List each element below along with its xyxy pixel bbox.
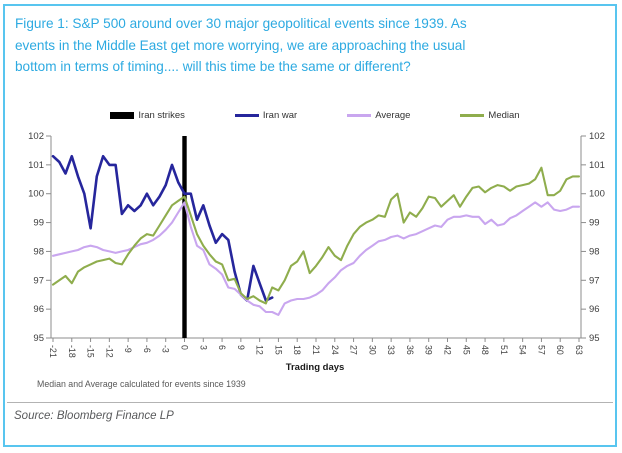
svg-text:96: 96: [33, 304, 44, 315]
chart-legend: Iran strikes Iran war Average Median: [13, 110, 617, 121]
svg-text:30: 30: [367, 345, 377, 355]
svg-text:99: 99: [33, 217, 44, 228]
legend-label: Median: [488, 109, 520, 121]
svg-text:54: 54: [518, 345, 528, 355]
legend-item-iran-strikes: Iran strikes: [110, 109, 185, 121]
svg-text:27: 27: [349, 345, 359, 355]
svg-text:6: 6: [217, 345, 227, 350]
svg-text:100: 100: [589, 188, 605, 199]
legend-label: Iran war: [262, 109, 298, 121]
svg-text:98: 98: [589, 246, 600, 257]
figure-caption-line2: events in the Middle East get more worry…: [15, 37, 466, 53]
svg-text:-18: -18: [67, 345, 77, 358]
svg-text:98: 98: [33, 246, 44, 257]
legend-label: Iran strikes: [138, 109, 185, 121]
svg-text:39: 39: [424, 345, 434, 355]
svg-text:60: 60: [555, 345, 565, 355]
svg-text:42: 42: [443, 345, 453, 355]
svg-text:24: 24: [330, 345, 340, 355]
source-divider: [7, 401, 613, 403]
svg-text:99: 99: [589, 217, 600, 228]
svg-text:9: 9: [236, 345, 246, 350]
chart-footnote: Median and Average calculated for events…: [37, 378, 246, 389]
median-swatch-icon: [460, 113, 485, 117]
legend-item-average: Average: [347, 110, 410, 121]
svg-text:-9: -9: [123, 345, 133, 353]
x-axis-title: Trading days: [285, 361, 345, 373]
svg-text:97: 97: [589, 275, 600, 286]
iran-strikes-swatch-icon: [110, 111, 135, 119]
svg-text:21: 21: [311, 345, 321, 355]
figure-caption-line1: Figure 1: S&P 500 around over 30 major g…: [15, 16, 467, 31]
svg-text:97: 97: [33, 275, 44, 286]
svg-text:100: 100: [28, 188, 44, 199]
svg-text:36: 36: [405, 345, 415, 355]
legend-label: Average: [375, 109, 411, 121]
svg-text:45: 45: [461, 345, 471, 355]
chart-area: Iran strikes Iran war Average Median 95 9…: [13, 108, 617, 392]
figure-frame: Figure 1: S&P 500 around over 30 major g…: [3, 4, 617, 447]
legend-item-iran-war: Iran war: [234, 109, 298, 121]
svg-text:0: 0: [180, 345, 190, 350]
svg-text:33: 33: [386, 345, 396, 355]
svg-text:48: 48: [480, 345, 490, 355]
svg-text:101: 101: [28, 159, 44, 170]
svg-text:57: 57: [536, 345, 546, 355]
svg-text:102: 102: [589, 131, 605, 142]
svg-text:63: 63: [574, 345, 584, 355]
svg-text:18: 18: [292, 345, 302, 355]
svg-text:96: 96: [589, 304, 600, 315]
svg-text:3: 3: [198, 345, 208, 350]
svg-text:15: 15: [273, 345, 283, 355]
legend-item-median: Median: [460, 109, 520, 121]
svg-text:95: 95: [589, 333, 600, 344]
average-swatch-icon: [347, 113, 372, 117]
figure-caption-line3: bottom in terms of timing.... will this …: [15, 59, 411, 74]
svg-text:12: 12: [255, 345, 265, 355]
svg-text:-15: -15: [86, 345, 96, 358]
svg-text:95: 95: [33, 333, 44, 344]
svg-text:-6: -6: [142, 345, 152, 353]
svg-text:102: 102: [28, 131, 44, 142]
svg-text:-21: -21: [48, 345, 58, 358]
svg-text:51: 51: [499, 345, 509, 355]
svg-text:-12: -12: [104, 345, 114, 358]
svg-text:-3: -3: [161, 345, 171, 353]
source-text: Source: Bloomberg Finance LP: [14, 409, 174, 422]
svg-text:101: 101: [589, 159, 605, 170]
iran-war-swatch-icon: [234, 113, 259, 117]
figure-caption: Figure 1: S&P 500 around over 30 major g…: [5, 6, 615, 78]
